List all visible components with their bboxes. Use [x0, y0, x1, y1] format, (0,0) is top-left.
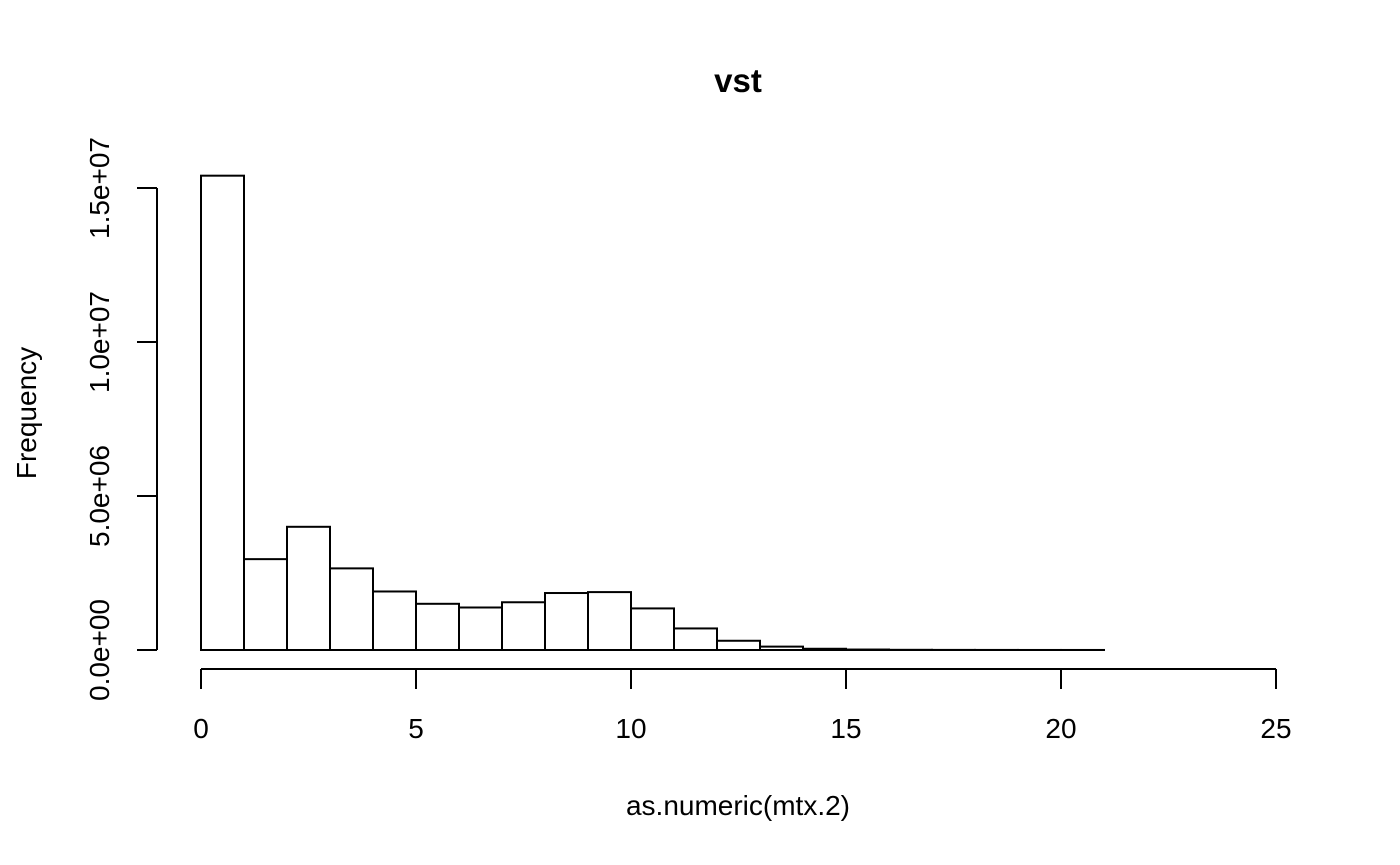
bars-group [200, 174, 1105, 652]
histogram-bar [802, 647, 847, 652]
y-tick-label: 1.5e+07 [84, 137, 115, 239]
x-axis-label: as.numeric(mtx.2) [626, 790, 850, 821]
histogram-bar [372, 590, 417, 651]
histogram-bar [286, 525, 331, 651]
y-axis: 0.0e+00 5.0e+06 1.0e+07 1.5e+07 [84, 137, 158, 701]
chart-title: vst [714, 62, 762, 99]
histogram-bar [200, 174, 245, 651]
x-tick-label: 5 [408, 713, 424, 744]
histogram-bar [544, 592, 589, 652]
histogram-bar [458, 606, 503, 651]
histogram-bar [329, 567, 374, 652]
x-tick-label: 0 [193, 713, 209, 744]
histogram-bar [630, 607, 675, 651]
histogram-bar [501, 601, 546, 652]
y-tick-label: 5.0e+06 [84, 445, 115, 547]
y-axis-label: Frequency [11, 347, 42, 479]
histogram-bar [587, 591, 632, 652]
histogram-bar [716, 639, 761, 652]
x-tick-label: 25 [1260, 713, 1291, 744]
x-tick-label: 20 [1045, 713, 1076, 744]
y-tick-label: 1.0e+07 [84, 291, 115, 393]
histogram-bar [759, 645, 804, 651]
histogram-bar [673, 627, 718, 652]
histogram-bar [415, 602, 460, 651]
x-tick-label: 15 [830, 713, 861, 744]
y-tick-label: 0.0e+00 [84, 599, 115, 701]
x-axis: 0 5 10 15 20 25 [193, 668, 1292, 744]
x-tick-label: 10 [615, 713, 646, 744]
histogram-bar [243, 558, 288, 652]
